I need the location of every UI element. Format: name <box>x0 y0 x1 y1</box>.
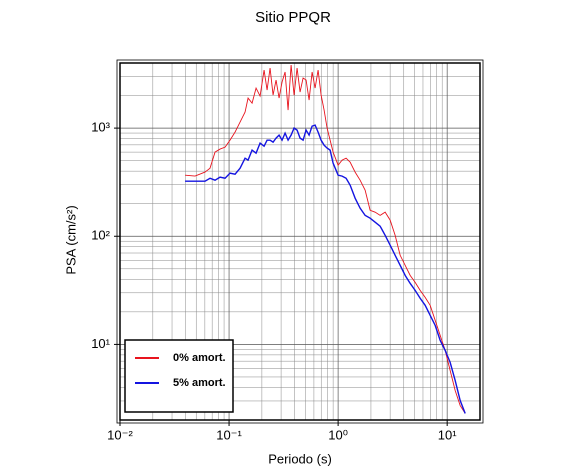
series-line <box>185 64 466 414</box>
series-line <box>185 124 466 414</box>
x-tick-label: 10⁻² <box>107 427 133 442</box>
y-tick-label: 10¹ <box>91 336 110 351</box>
plot-frame-outer <box>116 59 484 424</box>
legend-label: 5% amort. <box>173 377 226 389</box>
chart-title: Sitio PPQR <box>255 9 331 26</box>
y-axis-label: PSA (cm/s²) <box>63 205 78 274</box>
plot-frame <box>119 62 481 421</box>
legend-box <box>124 339 234 413</box>
x-axis-label: Periodo (s) <box>268 451 332 466</box>
y-tick-label: 10² <box>91 228 110 243</box>
x-tick-label: 10⁰ <box>328 427 348 442</box>
y-tick-label: 10³ <box>91 120 110 135</box>
x-tick-label: 10¹ <box>438 427 457 442</box>
legend-label: 0% amort. <box>173 352 226 364</box>
x-tick-label: 10⁻¹ <box>216 427 242 442</box>
